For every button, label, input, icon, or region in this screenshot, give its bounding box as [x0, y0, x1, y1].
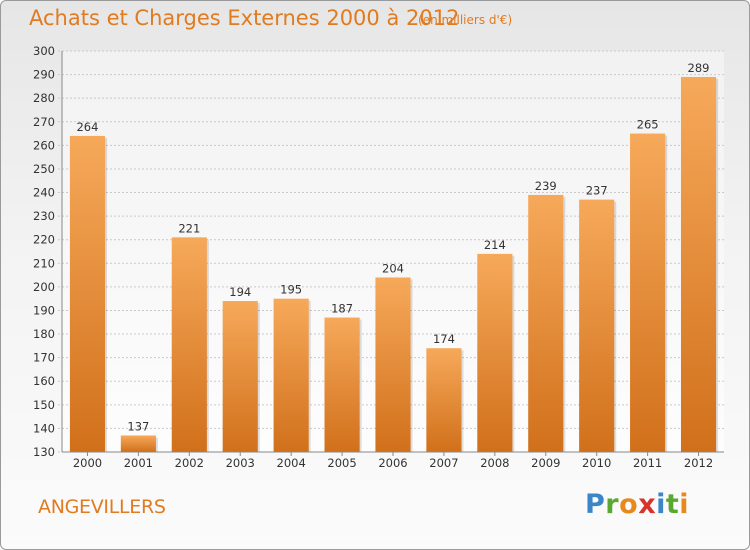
bar: [426, 348, 462, 452]
y-tick-label: 170: [33, 351, 55, 365]
bar: [120, 435, 156, 452]
logo-letter: P: [585, 489, 606, 520]
bar: [680, 76, 717, 453]
bar: [222, 301, 258, 452]
data-label: 195: [280, 283, 302, 297]
y-tick-label: 240: [33, 186, 55, 200]
x-tick-label: 2008: [480, 456, 509, 470]
x-tick-label: 2001: [124, 456, 153, 470]
y-tick-label: 290: [33, 68, 55, 82]
y-tick-label: 160: [33, 374, 55, 388]
x-tick-label: 2011: [633, 456, 662, 470]
y-tick-label: 150: [33, 398, 55, 412]
y-tick-label: 210: [33, 256, 55, 270]
bar: [69, 135, 106, 452]
data-label: 237: [586, 184, 608, 198]
x-tick-label: 2009: [531, 456, 560, 470]
bar: [579, 199, 615, 452]
x-tick-label: 2002: [175, 456, 204, 470]
data-label: 221: [178, 221, 200, 235]
x-tick-label: 2007: [429, 456, 458, 470]
logo-letter: t: [665, 489, 680, 520]
y-tick-label: 250: [33, 162, 55, 176]
chart-subtitle: (en milliers d'€): [418, 13, 513, 27]
y-tick-label: 200: [33, 280, 55, 294]
x-tick-label: 2006: [378, 456, 407, 470]
logo-letter: i: [679, 489, 690, 520]
y-tick-label: 280: [33, 91, 55, 105]
data-label: 289: [688, 61, 710, 75]
x-tick-label: 2003: [226, 456, 255, 470]
data-label: 137: [127, 419, 149, 433]
data-label: 194: [229, 285, 251, 299]
x-tick-label: 2004: [277, 456, 306, 470]
bar: [171, 237, 207, 452]
x-tick-label: 2010: [582, 456, 611, 470]
data-label: 239: [535, 179, 557, 193]
x-tick-label: 2012: [684, 456, 713, 470]
data-label: 264: [76, 120, 98, 134]
bar: [528, 194, 564, 452]
data-label: 204: [382, 261, 404, 275]
bar: [630, 133, 666, 452]
data-label: 214: [484, 238, 506, 252]
y-tick-label: 180: [33, 327, 55, 341]
y-tick-label: 220: [33, 233, 55, 247]
y-tick-label: 140: [33, 421, 55, 435]
y-tick-label: 260: [33, 138, 55, 152]
x-tick-label: 2000: [73, 456, 102, 470]
logo-letter: r: [605, 489, 620, 520]
bar: [375, 277, 411, 452]
y-tick-label: 300: [33, 44, 55, 58]
y-tick-label: 230: [33, 209, 55, 223]
data-label: 187: [331, 302, 353, 316]
chart-title: Achats et Charges Externes 2000 à 2012: [29, 6, 460, 30]
bar: [477, 253, 513, 452]
bar: [273, 298, 309, 452]
y-tick-label: 190: [33, 303, 55, 317]
y-tick-label: 130: [33, 445, 55, 459]
data-label: 174: [433, 332, 455, 346]
commune-name: ANGEVILLERS: [38, 496, 166, 518]
logo-letter: x: [638, 489, 657, 520]
proxiti-logo: Proxiti: [585, 489, 689, 520]
logo-letter: i: [656, 489, 666, 520]
bar: [324, 317, 360, 452]
logo-letter: o: [619, 489, 639, 520]
x-tick-label: 2005: [327, 456, 356, 470]
y-tick-label: 270: [33, 115, 55, 129]
data-label: 265: [637, 118, 659, 132]
